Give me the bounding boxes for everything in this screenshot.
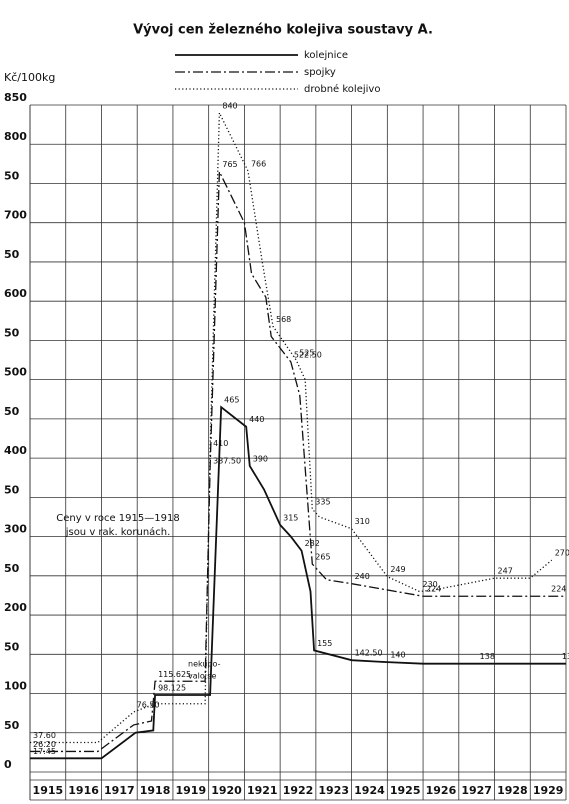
legend-label: drobné kolejivo xyxy=(304,83,380,95)
y-tick-label: 850 xyxy=(4,91,27,104)
data-label: 410 xyxy=(213,439,228,448)
series-line xyxy=(30,171,566,753)
y-axis-label: Kč/100kg xyxy=(4,71,55,84)
y-tick-label: 0 xyxy=(4,758,12,771)
y-tick-label: 500 xyxy=(4,366,27,379)
data-label: 142.50 xyxy=(355,649,383,658)
x-tick-label: 1919 xyxy=(175,784,206,797)
data-label: 310 xyxy=(355,517,370,526)
y-tick-label: 100 xyxy=(4,680,27,693)
data-label: 26.20 xyxy=(33,740,56,749)
data-label: 98.125 xyxy=(158,684,186,693)
data-label: 155 xyxy=(317,639,332,648)
note-text: Ceny v roce 1915—1918 xyxy=(56,513,179,524)
x-tick-label: 1917 xyxy=(104,784,135,797)
x-tick-label: 1920 xyxy=(211,784,242,797)
y-tick-label: 200 xyxy=(4,601,27,614)
y-tick-label: 50 xyxy=(4,483,20,496)
x-tick-label: 1922 xyxy=(283,784,314,797)
data-label: 522.50 xyxy=(294,350,322,359)
y-tick-label: 400 xyxy=(4,444,27,457)
data-label: 37.60 xyxy=(33,731,56,740)
data-label: 765 xyxy=(222,160,237,169)
data-label: 230 xyxy=(422,580,437,589)
y-tick-label: 50 xyxy=(4,405,20,418)
data-label: 224 xyxy=(551,585,566,594)
y-tick-label: 50 xyxy=(4,640,20,653)
y-tick-label: 50 xyxy=(4,326,20,339)
note-text: nekupo- xyxy=(188,660,221,669)
y-tick-label: 50 xyxy=(4,248,20,261)
data-label: 766 xyxy=(251,159,266,168)
x-tick-label: 1918 xyxy=(140,784,171,797)
legend-label: spojky xyxy=(304,67,336,78)
data-label: 138 xyxy=(480,652,495,661)
note-text: valo se xyxy=(188,672,216,681)
data-label: 140 xyxy=(390,651,405,660)
data-label: 568 xyxy=(276,315,291,324)
x-tick-label: 1915 xyxy=(33,784,64,797)
x-tick-label: 1921 xyxy=(247,784,278,797)
y-tick-label: 800 xyxy=(4,130,27,143)
note-text: jsou v rak. korunách. xyxy=(65,526,171,538)
legend-label: kolejnice xyxy=(304,50,348,61)
data-label: 465 xyxy=(224,396,239,405)
y-tick-label: 600 xyxy=(4,287,27,300)
data-label: 335 xyxy=(315,498,330,507)
data-label: 115.625 xyxy=(158,670,191,679)
y-tick-label: 50 xyxy=(4,562,20,575)
data-label: 525 xyxy=(299,349,314,358)
y-tick-label: 700 xyxy=(4,209,27,222)
x-tick-label: 1916 xyxy=(68,784,99,797)
y-tick-label: 50 xyxy=(4,719,20,732)
x-tick-label: 1926 xyxy=(426,784,457,797)
y-tick-label: 300 xyxy=(4,523,27,536)
data-label: 390 xyxy=(253,454,268,463)
data-label: 249 xyxy=(390,565,405,574)
data-label: 387.50 xyxy=(213,456,241,465)
data-label: 440 xyxy=(249,415,264,424)
x-tick-label: 1925 xyxy=(390,784,421,797)
data-label: 315 xyxy=(283,513,298,522)
data-label: 240 xyxy=(355,572,370,581)
data-label: 138 xyxy=(562,652,569,661)
x-tick-label: 1924 xyxy=(354,784,385,797)
x-tick-label: 1927 xyxy=(461,784,492,797)
data-label: 840 xyxy=(222,101,237,110)
series-line xyxy=(30,405,566,760)
data-label: 270 xyxy=(555,549,569,558)
data-label: 247 xyxy=(498,567,513,576)
series-line xyxy=(30,112,553,744)
chart-title: Vývoj cen železného kolejiva soustavy A. xyxy=(133,23,433,38)
data-label: 224 xyxy=(426,585,441,594)
data-label: 282 xyxy=(305,539,320,548)
y-tick-label: 50 xyxy=(4,169,20,182)
data-label: 265 xyxy=(315,553,330,562)
x-tick-label: 1929 xyxy=(533,784,564,797)
data-label: 76.50 xyxy=(137,700,160,709)
x-tick-label: 1928 xyxy=(497,784,528,797)
x-tick-label: 1923 xyxy=(318,784,349,797)
